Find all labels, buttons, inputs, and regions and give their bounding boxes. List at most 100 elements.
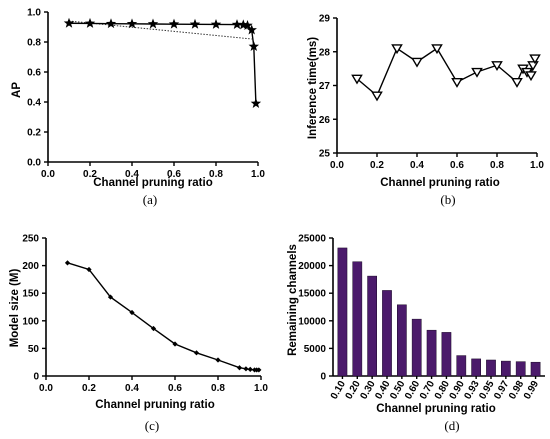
panel-b-data-point (471, 67, 483, 78)
panel-b-data-point (525, 71, 537, 82)
panel-a-xlabel: Channel pruning ratio (93, 177, 212, 189)
panel-c-x-tick-label: 0.2 (82, 383, 96, 394)
panel-c-data-point (64, 260, 71, 266)
panel-c-y-tick-label: 0 (33, 372, 39, 383)
panel-a-x-tick-label: 0.2 (83, 169, 97, 180)
panel-d-bar (426, 329, 437, 377)
panel-b-y-tick-label: 28 (319, 47, 331, 58)
panel-c-caption: (c) (145, 418, 159, 433)
panel-d-bar (515, 361, 526, 377)
panel-a-y-tick-label: 0.4 (27, 98, 41, 109)
panel-b-data-point (529, 54, 541, 65)
panel-b-series-line (356, 47, 536, 97)
panel-c-data-point (150, 325, 157, 332)
panel-d-bar (471, 358, 482, 377)
panel-b-y-tick-label: 29 (319, 14, 331, 25)
panel-a-y-tick-label: 0.2 (27, 128, 41, 139)
panel-a-data-point (105, 18, 117, 29)
panel-a-series-line (68, 22, 257, 104)
panel-a-x-tick-label: 0.4 (125, 169, 139, 180)
panel-d-bar (486, 359, 496, 377)
panel-b-data-point (451, 77, 463, 88)
panel-c-x-tick-label: 0.6 (168, 383, 182, 394)
panel-b-y-tick-label: 25 (319, 149, 331, 160)
panel-d-remaining-channels-chart: (d) Channel pruning ratio Remaining chan… (287, 234, 545, 433)
panel-c-data-point (236, 365, 243, 371)
panel-c-series-line (67, 262, 259, 371)
panel-a-data-point (250, 98, 262, 108)
panel-b-data-point (371, 91, 383, 102)
panel-c-data-point (243, 366, 249, 372)
panel-a-y-tick-label: 0.0 (27, 158, 41, 169)
panel-c-data-point (107, 294, 114, 300)
panel-b-x-tick-label: 0.2 (370, 160, 384, 171)
panel-c-data-point (256, 367, 262, 373)
panel-a-ylabel: AP (11, 82, 23, 98)
panel-a-data-point (189, 18, 201, 29)
panel-b-data-point (351, 74, 363, 85)
panel-c-model-size-chart: (c) Channel pruning ratio Model size (M)… (9, 234, 268, 434)
panel-d-bar (501, 360, 511, 377)
panel-b-data-point (411, 57, 423, 68)
panel-c-xlabel: Channel pruning ratio (95, 399, 214, 411)
panel-b-data-point (431, 44, 443, 55)
panel-b-data-point (511, 77, 523, 88)
panel-a-x-tick-label: 0.0 (41, 169, 55, 180)
panel-a-y-tick-label: 1.0 (27, 8, 41, 19)
panel-c-x-tick-label: 1.0 (254, 383, 268, 394)
panel-d-bar (367, 275, 378, 377)
panel-c-y-tick-label: 50 (28, 344, 40, 355)
panel-b-data-point (391, 44, 403, 55)
panel-a-data-point (248, 41, 260, 51)
panel-d-bar (441, 332, 452, 377)
panel-d-x-tick-label: 0.99 (522, 379, 541, 402)
panel-c-x-tick-label: 0.8 (211, 383, 225, 394)
panel-b-x-tick-label: 1.0 (530, 160, 544, 171)
panel-b-xlabel: Channel pruning ratio (380, 177, 499, 189)
panel-c-data-point (86, 266, 92, 273)
panel-b-caption: (b) (440, 192, 455, 207)
panel-c-data-point (193, 350, 200, 356)
panel-b-x-tick-label: 0.0 (330, 160, 344, 171)
panel-d-bar (337, 247, 348, 377)
panel-c-data-point (215, 357, 221, 363)
panel-a-caption: (a) (143, 192, 157, 207)
panel-d-caption: (d) (444, 418, 459, 433)
panel-c-data-point (247, 366, 253, 372)
panel-b-y-tick-label: 27 (319, 81, 331, 92)
panel-a-data-point (63, 17, 75, 28)
panel-a-x-tick-label: 1.0 (251, 169, 265, 180)
panel-c-ylabel: Model size (M) (9, 269, 21, 348)
panel-d-bar (530, 361, 541, 377)
panel-a-data-point (246, 24, 257, 35)
panel-b-x-tick-label: 0.6 (450, 160, 464, 171)
panel-a-data-point (168, 18, 180, 29)
panel-b-inference-chart: (b) Channel pruning ratio Inference time… (307, 14, 544, 208)
panel-d-y-tick-label: 20000 (298, 261, 326, 272)
panel-d-bar (456, 355, 467, 377)
panel-d-ylabel: Remaining channels (287, 244, 299, 356)
panel-a-y-tick-label: 0.8 (27, 38, 41, 49)
panel-a-data-point (231, 19, 243, 30)
panel-b-y-tick-label: 26 (319, 115, 331, 126)
panel-c-data-point (172, 341, 178, 347)
panel-b-x-tick-label: 0.4 (410, 160, 424, 171)
panel-b-ylabel: Inference time(ms) (307, 37, 319, 139)
panel-a-data-point (210, 18, 222, 29)
panel-d-y-tick-label: 10000 (298, 316, 326, 327)
panel-b-data-point (527, 61, 539, 72)
panel-a-data-point (126, 18, 138, 29)
panel-d-bar (397, 304, 407, 377)
panel-d-y-tick-label: 5000 (304, 344, 327, 355)
panel-c-y-tick-label: 200 (22, 261, 39, 272)
panel-c-data-point (129, 309, 135, 316)
panel-a-x-tick-label: 0.8 (209, 169, 223, 180)
panel-a-x-tick-label: 0.6 (167, 169, 181, 180)
panel-a-ap-chart: (a) Channel pruning ratio AP 0.0 0.2 0.4 0.… (11, 8, 265, 208)
panel-a-data-point (147, 18, 159, 29)
panel-c-x-tick-label: 0.0 (39, 383, 53, 394)
panel-d-bar (411, 318, 422, 377)
panel-d-bar (352, 261, 363, 377)
panel-d-y-tick-label: 25000 (298, 234, 326, 245)
